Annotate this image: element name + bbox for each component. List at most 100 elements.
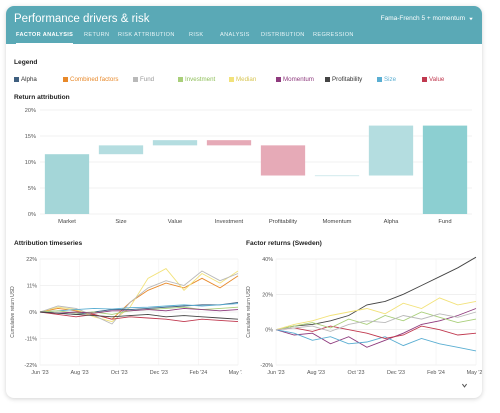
waterfall-bar: [98, 145, 144, 155]
x-tick-label: Feb '24: [427, 370, 445, 376]
series-line: [39, 311, 239, 320]
legend: Alpha Combined factors Fund Investment M…: [14, 76, 474, 86]
legend-item-alpha[interactable]: Alpha: [14, 76, 37, 83]
performance-card: Performance drivers & risk Fama-French 5…: [6, 6, 482, 398]
x-tick-label: Size: [115, 219, 126, 225]
series-line: [275, 329, 477, 352]
legend-item-fund[interactable]: Fund: [133, 76, 154, 83]
series-line: [275, 256, 477, 331]
tab-regression[interactable]: REGRESSION: [313, 32, 354, 38]
legend-label: Investment: [185, 76, 216, 83]
y-tick-label: 0%: [28, 212, 36, 218]
legend-label: Median: [236, 76, 257, 83]
legend-swatch: [325, 77, 330, 82]
x-tick-label: Market: [58, 219, 76, 225]
legend-swatch: [63, 77, 68, 82]
y-axis-label: Cumulative return USD: [10, 286, 16, 338]
x-tick-label: Investment: [215, 219, 244, 225]
legend-item-profitability[interactable]: Profitability: [325, 76, 362, 83]
model-select-label: Fama-French 5 + momentum: [380, 15, 465, 22]
y-tick-label: 15%: [25, 134, 36, 140]
expand-chevron-icon[interactable]: [461, 382, 468, 391]
tab-bar: FACTOR ANALYSIS RETURN RISK ATTRIBUTION …: [6, 28, 482, 45]
x-tick-label: Jun '23: [267, 370, 284, 376]
waterfall-bar: [260, 145, 306, 176]
x-tick-label: Dec '23: [387, 370, 405, 376]
legend-swatch: [229, 77, 234, 82]
series-line: [39, 307, 239, 314]
legend-swatch: [178, 77, 183, 82]
x-tick-label: Value: [168, 219, 182, 225]
card-header: Performance drivers & risk Fama-French 5…: [6, 6, 482, 45]
y-tick-label: 5%: [28, 186, 36, 192]
legend-swatch: [422, 77, 427, 82]
series-line: [39, 268, 239, 323]
x-tick-label: Aug '23: [307, 370, 325, 376]
y-tick-label: 20%: [25, 108, 36, 114]
legend-item-investment[interactable]: Investment: [178, 76, 215, 83]
tab-risk[interactable]: RISK: [189, 32, 204, 38]
waterfall-bar: [314, 175, 360, 177]
waterfall-bar: [152, 140, 198, 146]
tab-analysis[interactable]: ANALYSIS: [220, 32, 250, 38]
x-tick-label: Alpha: [384, 219, 400, 225]
attribution-timeseries-chart: -22% -11% 0% 11% 22% Jun '23 Aug '23 Oct '23 Dec…: [10, 257, 242, 376]
legend-item-value[interactable]: Value: [422, 76, 444, 83]
model-select[interactable]: Fama-French 5 + momentum: [381, 15, 474, 22]
y-tick-label: 10%: [25, 160, 36, 166]
series-line: [275, 308, 477, 348]
legend-item-combined-factors[interactable]: Combined factors: [63, 76, 119, 83]
y-tick-label: 22%: [26, 257, 37, 263]
y-tick-label: -20%: [260, 363, 273, 369]
legend-item-momentum[interactable]: Momentum: [276, 76, 314, 83]
y-tick-label: 0%: [29, 310, 37, 316]
legend-label: Alpha: [21, 76, 37, 83]
page-title: Performance drivers & risk: [14, 13, 150, 25]
legend-swatch: [377, 77, 382, 82]
legend-item-size[interactable]: Size: [377, 76, 396, 83]
legend-label: Combined factors: [70, 76, 119, 83]
series-line: [39, 303, 239, 313]
legend-swatch: [14, 77, 19, 82]
y-tick-label: 40%: [262, 257, 273, 263]
y-tick-label: -11%: [25, 337, 37, 343]
factor-returns-title: Factor returns (Sweden): [246, 240, 322, 247]
y-tick-label: 11%: [27, 284, 38, 290]
tab-factor-analysis[interactable]: FACTOR ANALYSIS: [16, 32, 74, 45]
tab-distribution[interactable]: DISTRIBUTION: [261, 32, 305, 38]
x-tick-label: Oct '23: [348, 370, 365, 376]
return-attribution-title: Return attribution: [14, 94, 70, 101]
attribution-timeseries-title: Attribution timeseries: [14, 240, 83, 247]
waterfall-bar: [422, 125, 468, 214]
series-line: [275, 297, 477, 331]
tab-risk-attribution[interactable]: RISK ATTRIBUTION: [118, 32, 175, 38]
x-tick-label: Dec '23: [150, 370, 168, 376]
x-tick-label: May '24: [467, 370, 482, 376]
y-tick-label: 0%: [265, 328, 273, 334]
tab-return[interactable]: RETURN: [84, 32, 110, 38]
legend-label: Fund: [140, 76, 155, 83]
y-axis-label: Cumulative return USD: [246, 286, 252, 338]
waterfall-bar: [44, 154, 90, 214]
x-tick-label: Profitability: [269, 219, 297, 225]
legend-swatch: [276, 77, 281, 82]
return-attribution-chart: 0% 5% 10% 15% 20% Market Size Value Investment Pr…: [25, 108, 472, 225]
series-line: [275, 311, 477, 332]
x-tick-label: Jun '23: [31, 370, 48, 376]
legend-label: Size: [384, 76, 397, 83]
waterfall-bar: [368, 125, 414, 176]
y-tick-label: 20%: [262, 292, 273, 298]
chevron-down-icon: [469, 17, 473, 20]
factor-returns-chart: -20% 0% 20% 40% Jun '23 Aug '23 Oct '23 Dec '23…: [246, 256, 482, 376]
legend-label: Profitability: [332, 76, 363, 83]
x-tick-label: Momentum: [323, 219, 352, 225]
x-tick-label: May '24: [229, 370, 242, 376]
series-line: [275, 311, 477, 331]
y-tick-label: -22%: [24, 363, 37, 369]
x-tick-label: Fund: [438, 219, 451, 225]
series-line: [275, 325, 477, 339]
legend-item-median[interactable]: Median: [229, 76, 256, 83]
legend-swatch: [133, 77, 138, 82]
series-line: [39, 275, 239, 320]
x-tick-label: Aug '23: [71, 370, 89, 376]
